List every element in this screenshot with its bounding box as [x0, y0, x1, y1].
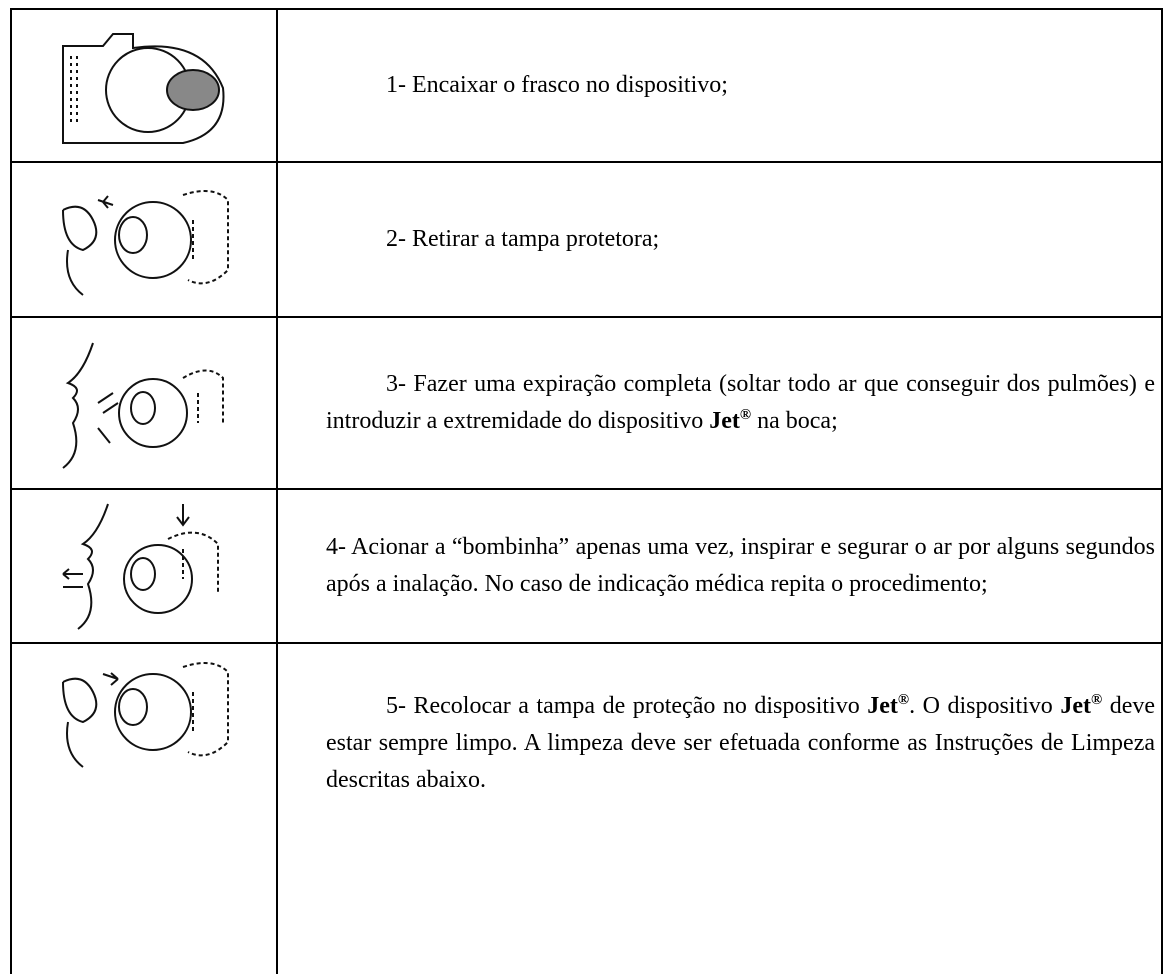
illustration-cell	[10, 644, 278, 974]
step-text: 2- Retirar a tampa protetora;	[386, 226, 660, 252]
table-row: 3- Fazer uma expiração completa (soltar …	[10, 316, 1163, 488]
replace-cap-illustration	[62, 662, 229, 768]
illustration-cell	[10, 10, 278, 161]
illustration-cell	[10, 490, 278, 642]
step-text: 5- Recolocar a tampa de proteção no disp…	[326, 688, 1155, 799]
step-text: na boca;	[751, 408, 838, 434]
step-text: 5- Recolocar a tampa de proteção no disp…	[386, 692, 868, 719]
table-row: 1- Encaixar o frasco no dispositivo;	[10, 8, 1163, 161]
step-text: deve estar sempre limpo. A limpeza deve …	[326, 692, 1155, 793]
device-name: Jet	[867, 692, 898, 719]
device-name: Jet	[1060, 692, 1091, 719]
step-text: 2- Retirar a tampa protetora;	[326, 221, 659, 258]
inhaler-illustration	[62, 32, 225, 144]
inhale-illustration	[62, 503, 219, 630]
step-cell: 4- Acionar a “bombinha” apenas uma vez, …	[278, 490, 1163, 642]
step-cell: 1- Encaixar o frasco no dispositivo;	[278, 10, 1163, 161]
step-text: 4- Acionar a “bombinha” apenas uma vez, …	[326, 529, 1155, 603]
device-name: Jet	[709, 408, 740, 434]
registered-mark: ®	[897, 691, 910, 708]
table-row: 2- Retirar a tampa protetora;	[10, 161, 1163, 316]
step-cell: 3- Fazer uma expiração completa (soltar …	[278, 318, 1163, 488]
registered-mark: ®	[739, 407, 752, 423]
registered-mark: ®	[1090, 691, 1103, 708]
registered-mark: ®	[1091, 692, 1102, 708]
step-cell: 5- Recolocar a tampa de proteção no disp…	[278, 644, 1163, 974]
table-row: 5- Recolocar a tampa de proteção no disp…	[10, 642, 1163, 974]
registered-mark: ®	[740, 407, 751, 423]
illustration-cell	[10, 318, 278, 488]
step-text: . O dispositivo	[909, 692, 1061, 719]
table-row: 4- Acionar a “bombinha” apenas uma vez, …	[10, 488, 1163, 642]
remove-cap-illustration	[62, 189, 229, 296]
step-text: 3- Fazer uma expiração completa (soltar …	[326, 366, 1155, 440]
step-text: 1- Encaixar o frasco no dispositivo;	[386, 72, 728, 98]
step-text: 3- Fazer uma expiração completa (soltar …	[326, 371, 1155, 434]
step-cell: 2- Retirar a tampa protetora;	[278, 163, 1163, 316]
exhale-illustration	[62, 342, 224, 469]
registered-mark: ®	[898, 692, 909, 708]
table-frame	[10, 8, 1163, 974]
step-text: 4- Acionar a “bombinha” apenas uma vez, …	[326, 534, 1155, 597]
step-text: 1- Encaixar o frasco no dispositivo;	[326, 67, 728, 104]
illustration-cell	[10, 163, 278, 316]
